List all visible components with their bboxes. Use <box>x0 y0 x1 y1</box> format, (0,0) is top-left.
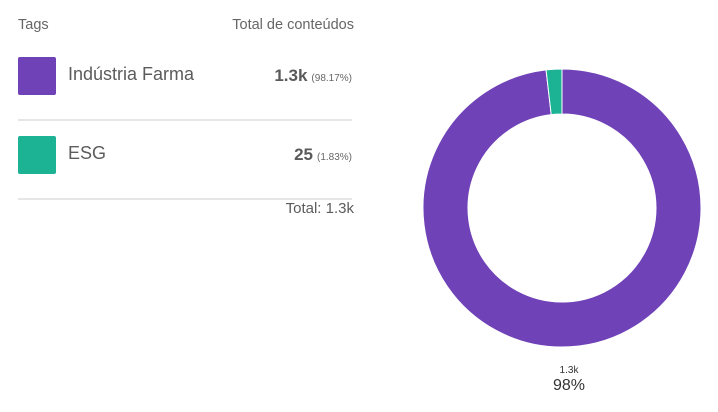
legend-count: 25 <box>294 145 313 164</box>
legend-value: 25 (1.83%) <box>294 145 352 165</box>
donut-slice-2[interactable] <box>545 68 563 116</box>
legend-header: Tags Total de conteúdos <box>18 10 354 42</box>
slice-label-count: 1.3k <box>560 365 580 376</box>
legend-percent: (1.83%) <box>316 152 352 163</box>
legend-row-esg[interactable]: ESG 25 (1.83%) <box>18 121 352 200</box>
legend-percent: (98.17%) <box>311 73 352 84</box>
total-column-header: Total de conteúdos <box>232 17 354 33</box>
legend-value: 1.3k (98.17%) <box>274 66 352 86</box>
slice-label-percent: 98% <box>553 377 585 394</box>
legend-count: 1.3k <box>274 66 308 85</box>
color-swatch <box>18 136 56 174</box>
legend-row-industria-farma[interactable]: Indústria Farma 1.3k (98.17%) <box>18 42 352 121</box>
legend-label: ESG <box>68 143 107 163</box>
legend-label: Indústria Farma <box>68 64 195 84</box>
legend-total: Total: 1.3k <box>285 200 354 217</box>
legend-table: Tags Total de conteúdos Indústria Farma … <box>18 10 354 217</box>
donut-slices <box>422 68 702 348</box>
donut-slice-1[interactable] <box>422 68 702 348</box>
color-swatch <box>18 57 56 95</box>
tags-column-header: Tags <box>18 17 49 33</box>
